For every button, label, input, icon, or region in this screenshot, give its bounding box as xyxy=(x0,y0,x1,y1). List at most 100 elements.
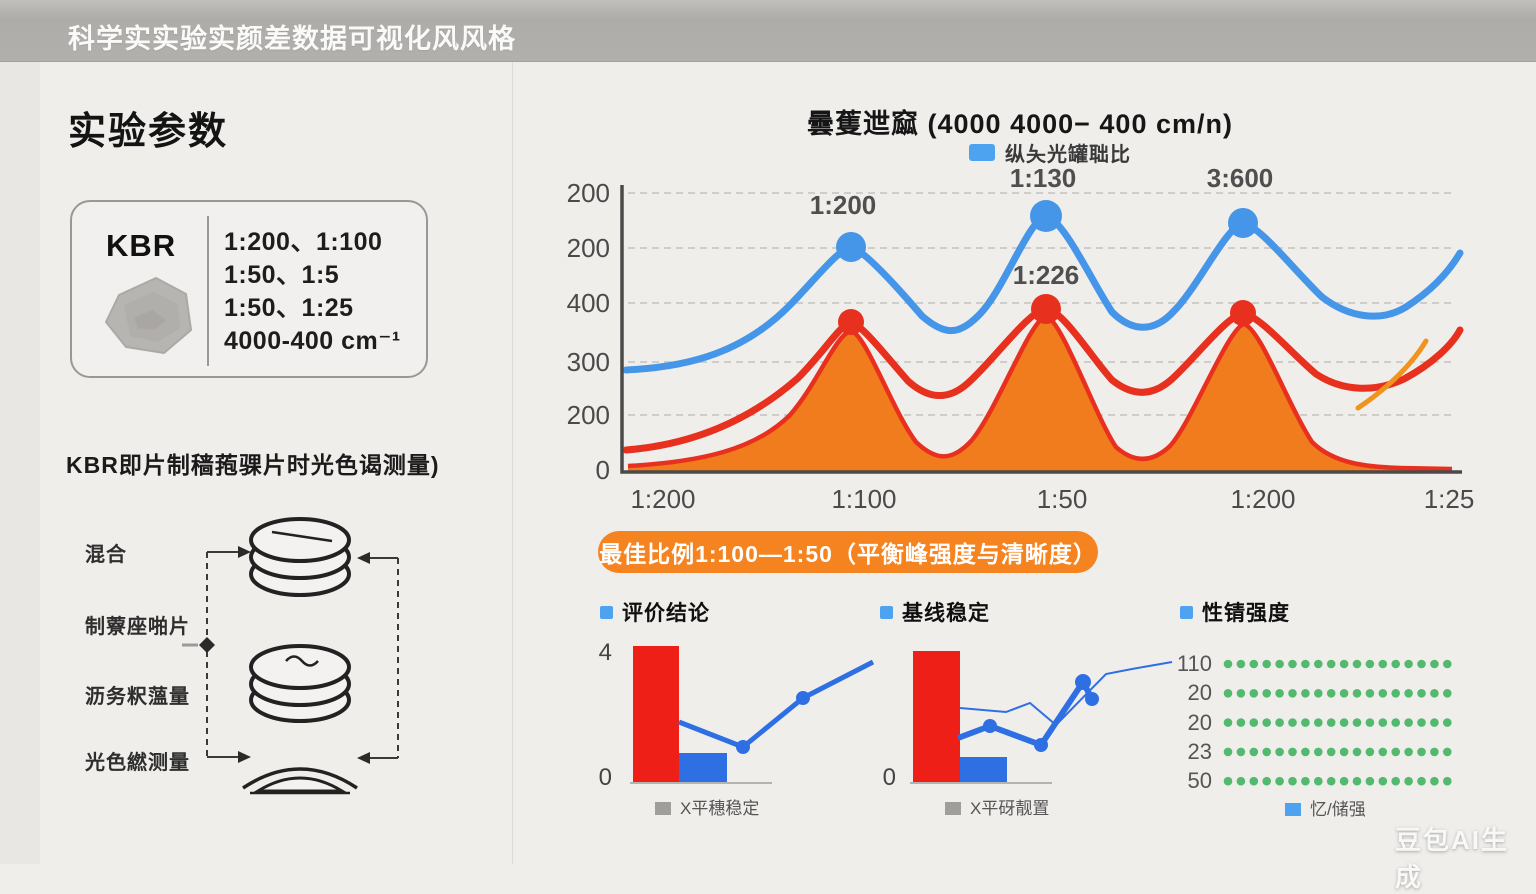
arrow-right-icon xyxy=(238,751,251,763)
y-zero-label: 0 xyxy=(599,764,612,791)
material-label: KBR xyxy=(106,228,177,263)
line-marker xyxy=(1085,692,1099,706)
red-bar xyxy=(913,651,960,783)
orange-area-series xyxy=(628,316,1452,471)
arrow-left-icon xyxy=(357,552,370,564)
svg-text:110: 110 xyxy=(1177,651,1212,676)
bullet-square-icon xyxy=(880,605,893,619)
y-max-label: 4 xyxy=(599,639,612,666)
mini-legend-label: X平穗稳定 xyxy=(680,799,759,818)
legend-label: 纵夨光罐聉比 xyxy=(1005,144,1131,166)
peak-annotations: 1:200 1:130 1:226 3:600 xyxy=(810,163,1274,290)
page-title: 科学实实验实颜差数据可视化风风格 xyxy=(68,24,516,54)
kbr-pellet-photo xyxy=(105,277,192,354)
bullet-square-icon xyxy=(1180,605,1193,619)
svg-text:200: 200 xyxy=(567,400,610,430)
blue-bar xyxy=(679,753,727,783)
svg-text:1:200: 1:200 xyxy=(630,484,695,514)
mini-chart-bar-line-2: 0 X平砑靓置 xyxy=(883,651,1173,818)
conclusion-banner: 最佳比例1:100—1:50（平衡峰强度与清晰度） xyxy=(598,531,1098,573)
panel-divider xyxy=(512,62,513,864)
left-margin-strip xyxy=(0,62,40,864)
mini-legend-label: X平砑靓置 xyxy=(970,799,1049,818)
ratio-line: 1:50、1:5 xyxy=(224,261,340,289)
line-marker xyxy=(1034,738,1048,752)
red-curve-series xyxy=(622,304,1464,454)
y-axis-labels: 200 200 400 300 200 0 xyxy=(567,178,610,485)
pellet-stack-icon xyxy=(249,517,351,597)
svg-text:0: 0 xyxy=(596,455,610,485)
mini-header-label: 评价结论 xyxy=(622,602,710,625)
svg-text:400: 400 xyxy=(567,288,610,318)
red-bar xyxy=(633,646,679,783)
line-marker xyxy=(796,691,810,705)
line-marker xyxy=(983,719,997,733)
mini-header-label: 基线稳定 xyxy=(902,602,990,625)
svg-text:50: 50 xyxy=(1188,768,1212,793)
ratio-line: 1:200、1:100 xyxy=(224,228,383,256)
process-flow-diagram xyxy=(182,517,399,795)
blue-curve-series xyxy=(622,212,1464,374)
junction-diamond-icon xyxy=(199,637,215,653)
axes xyxy=(620,185,1462,474)
bullet-square-icon xyxy=(600,605,613,619)
legend-swatch-gray-icon xyxy=(945,802,961,815)
section-heading: 实验参数 xyxy=(68,111,229,153)
svg-text:1:200: 1:200 xyxy=(810,190,877,220)
svg-text:3:600: 3:600 xyxy=(1207,163,1274,193)
svg-text:23: 23 xyxy=(1188,739,1212,764)
svg-text:300: 300 xyxy=(567,347,610,377)
mini-legend-label: 忆/储强 xyxy=(1310,800,1366,819)
svg-text:20: 20 xyxy=(1188,710,1212,735)
ratio-line: 4000-400 cm⁻¹ xyxy=(224,327,401,355)
svg-text:1:50: 1:50 xyxy=(1037,484,1088,514)
flow-step-label: 沥务粎薀量 xyxy=(85,686,190,708)
svg-text:1:226: 1:226 xyxy=(1013,260,1080,290)
mini-header-label: 性锖强度 xyxy=(1202,602,1290,625)
legend-swatch-gray-icon xyxy=(655,802,671,815)
thick-trend-line xyxy=(956,679,1095,748)
green-dot-grid xyxy=(1223,659,1452,786)
chart-title: 曇蒦迣窳 (4000 4000− 400 cm/n) xyxy=(807,109,1233,139)
dot-row-labels: 110 20 20 23 50 xyxy=(1177,651,1212,793)
svg-text:200: 200 xyxy=(567,233,610,263)
chart-legend: 纵夨光罐聉比 xyxy=(900,138,1200,167)
arrow-right-icon xyxy=(238,546,251,558)
card-divider xyxy=(207,216,209,366)
lens-icon xyxy=(242,767,358,795)
svg-text:1:200: 1:200 xyxy=(1230,484,1295,514)
flow-step-label: 光色繎测量 xyxy=(85,752,190,774)
mini-chart-dot-matrix: 110 20 20 23 50 忆/储强 xyxy=(1177,651,1452,819)
red-peak-markers xyxy=(838,294,1256,335)
arrow-left-icon xyxy=(357,752,370,764)
flow-step-label: 混合 xyxy=(85,544,127,566)
x-axis-labels: 1:200 1:100 1:50 1:200 1:25 xyxy=(630,484,1474,514)
blue-bar xyxy=(960,757,1007,783)
orange-fragment-series xyxy=(1355,338,1429,411)
mini-section-header: 基线稳定 xyxy=(880,597,990,627)
ratio-list: 1:200、1:100 1:50、1:5 1:50、1:25 4000-400 … xyxy=(224,226,401,358)
parameter-card: KBR 1:200、1:100 1:50、1:5 1:50、1:25 4000-… xyxy=(70,200,428,378)
mini-section-header: 评价结论 xyxy=(600,597,710,627)
ai-watermark: 豆包AI生成 xyxy=(1395,825,1510,892)
flow-step-label: 制藔座啪片 xyxy=(85,616,190,638)
mini-section-header: 性锖强度 xyxy=(1180,597,1290,627)
svg-text:1:25: 1:25 xyxy=(1424,484,1475,514)
ratio-line: 1:50、1:25 xyxy=(224,294,354,322)
svg-text:20: 20 xyxy=(1188,680,1212,705)
blue-peak-markers xyxy=(836,200,1258,262)
top-bar: 科学实实验实颜差数据可视化风风格 xyxy=(0,0,1536,62)
spectrum-line-chart: 200 200 400 300 200 0 1:200 1:100 1:50 1… xyxy=(567,163,1475,514)
banner-text: 最佳比例1:100—1:50（平衡峰强度与清晰度） xyxy=(599,541,1097,567)
mini-chart-bar-line-1: 4 0 X平穗稳定 xyxy=(599,639,875,818)
thin-trend-line xyxy=(959,661,1173,727)
line-marker xyxy=(736,740,750,754)
svg-text:1:130: 1:130 xyxy=(1010,163,1077,193)
procedure-caption: KBR即片制穑菢骒片时光色谒测量) xyxy=(66,452,440,478)
trend-line xyxy=(678,659,875,750)
legend-swatch-blue-icon xyxy=(969,144,995,161)
pellet-stack-icon xyxy=(249,644,351,723)
line-marker xyxy=(1075,674,1091,690)
legend-swatch-blue-icon xyxy=(1285,803,1301,816)
